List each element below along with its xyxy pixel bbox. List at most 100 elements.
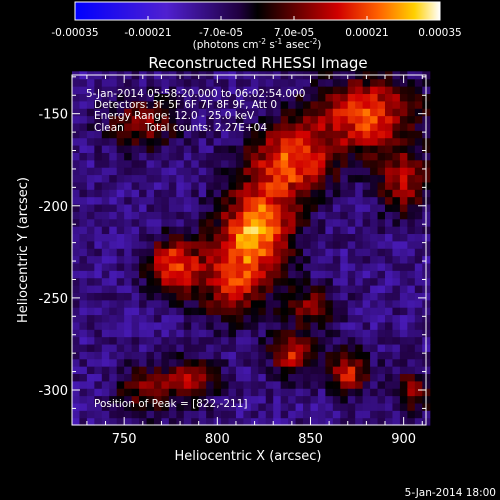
heatmap-cell — [340, 336, 349, 345]
heatmap-cell — [258, 270, 267, 279]
heatmap-cell — [288, 373, 297, 382]
heatmap-cell — [116, 380, 125, 389]
heatmap-cell — [131, 277, 140, 286]
heatmap-cell — [332, 380, 341, 389]
heatmap-cell — [399, 240, 408, 249]
heatmap-cell — [385, 233, 394, 242]
heatmap-cell — [221, 100, 230, 109]
heatmap-cell — [250, 240, 259, 249]
heatmap-cell — [86, 321, 95, 330]
heatmap-cell — [370, 417, 379, 426]
heatmap-cell — [295, 130, 304, 139]
heatmap-cell — [310, 108, 319, 117]
heatmap-cell — [116, 285, 125, 293]
heatmap-cell — [399, 152, 408, 161]
heatmap-cell — [213, 122, 222, 131]
heatmap-cell — [124, 336, 133, 345]
heatmap-cell — [198, 262, 207, 271]
heatmap-cell — [280, 196, 289, 205]
heatmap-cell — [273, 299, 282, 308]
heatmap-cell — [72, 152, 81, 161]
heatmap-cell — [280, 248, 289, 257]
heatmap-cell — [392, 122, 401, 131]
heatmap-cell — [340, 167, 349, 176]
heatmap-cell — [124, 122, 133, 131]
heatmap-cell — [116, 321, 125, 330]
heatmap-cell — [101, 321, 110, 330]
heatmap-cell — [198, 373, 207, 382]
heatmap-cell — [385, 152, 394, 161]
heatmap-cell — [168, 417, 177, 426]
heatmap-cell — [243, 122, 252, 131]
heatmap-cell — [362, 93, 371, 102]
heatmap-cell — [94, 145, 103, 153]
heatmap-cell — [168, 388, 177, 397]
heatmap-cell — [228, 373, 237, 382]
heatmap-cell — [228, 388, 237, 397]
heatmap-cell — [310, 277, 319, 286]
heatmap-cell — [340, 145, 349, 153]
heatmap-cell — [399, 358, 408, 367]
heatmap-cell — [340, 233, 349, 242]
heatmap-cell — [109, 174, 118, 183]
heatmap-cell — [146, 100, 155, 109]
heatmap-cell — [109, 388, 118, 397]
heatmap-cell — [399, 211, 408, 220]
heatmap-cell — [392, 380, 401, 389]
heatmap-cell — [310, 174, 319, 183]
heatmap-cell — [191, 167, 200, 176]
heatmap-cell — [94, 159, 103, 168]
heatmap-cell — [303, 78, 312, 87]
heatmap-cell — [355, 203, 364, 212]
heatmap-cell — [183, 255, 192, 264]
heatmap-cell — [362, 299, 371, 308]
heatmap-cell — [392, 299, 401, 308]
heatmap-cell — [325, 277, 334, 286]
heatmap-cell — [414, 145, 423, 153]
heatmap-cell — [206, 285, 215, 293]
heatmap-cell — [206, 240, 215, 249]
heatmap-cell — [94, 122, 103, 131]
heatmap-cell — [153, 277, 163, 286]
heatmap-cell — [332, 78, 341, 87]
heatmap-cell — [317, 395, 326, 404]
heatmap-cell — [355, 115, 364, 124]
heatmap-cell — [414, 196, 423, 205]
heatmap-cell — [153, 248, 163, 257]
heatmap-cell — [258, 336, 267, 345]
heatmap-cell — [101, 343, 110, 352]
heatmap-cell — [131, 145, 140, 153]
heatmap-cell — [392, 218, 401, 227]
heatmap-cell — [385, 145, 394, 153]
heatmap-cell — [250, 137, 259, 146]
heatmap-cell — [228, 395, 237, 404]
heatmap-cell — [385, 262, 394, 271]
heatmap-cell — [243, 181, 252, 190]
heatmap-cell — [168, 292, 177, 301]
heatmap-cell — [377, 395, 386, 404]
heatmap-cell — [399, 329, 408, 338]
heatmap-cell — [347, 233, 356, 242]
x-axis-label: Heliocentric X (arcsec) — [175, 449, 322, 464]
heatmap-cell — [288, 329, 297, 338]
heatmap-cell — [153, 93, 163, 102]
heatmap-cell — [325, 388, 334, 397]
heatmap-cell — [109, 248, 118, 257]
heatmap-cell — [161, 395, 170, 404]
heatmap-cell — [332, 100, 341, 109]
heatmap-cell — [288, 226, 297, 235]
heatmap-cell — [407, 174, 416, 183]
heatmap-cell — [347, 336, 356, 345]
heatmap-cell — [317, 152, 326, 161]
heatmap-cell — [124, 137, 133, 146]
heatmap-cell — [258, 285, 267, 293]
heatmap-cell — [191, 410, 200, 419]
heatmap-cell — [146, 417, 155, 426]
heatmap-cell — [228, 93, 237, 102]
heatmap-cell — [213, 248, 222, 257]
heatmap-cell — [310, 307, 319, 316]
heatmap-cell — [317, 373, 326, 382]
heatmap-cell — [183, 402, 192, 411]
heatmap-cell — [131, 248, 140, 257]
heatmap-cell — [168, 181, 177, 190]
